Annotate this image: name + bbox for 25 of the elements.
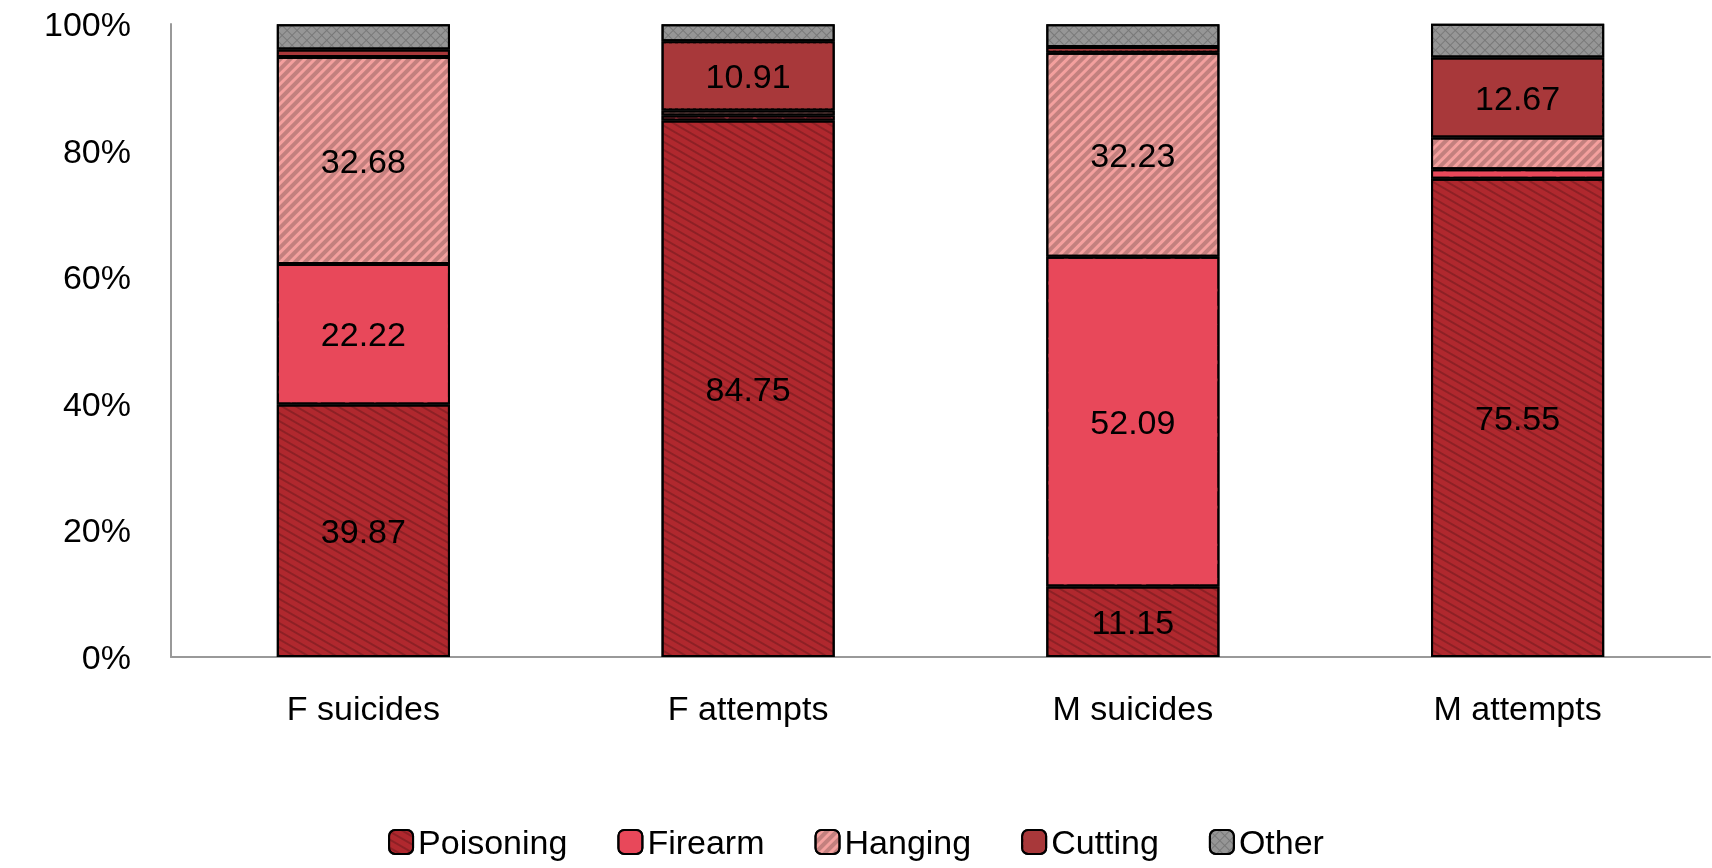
y-tick-label: 80% <box>62 131 131 170</box>
data-label: 75.55 <box>1475 398 1561 437</box>
data-label: 12.67 <box>1475 78 1561 117</box>
data-label: 84.75 <box>705 369 791 408</box>
y-tick-label: 60% <box>62 258 131 297</box>
legend-label: Firearm <box>647 823 765 861</box>
data-label: 52.09 <box>1090 402 1176 441</box>
legend-label: Hanging <box>844 823 972 861</box>
data-label: 32.68 <box>320 141 406 180</box>
legend-label: Other <box>1238 823 1324 861</box>
x-tick-label: M suicides <box>1052 689 1214 727</box>
data-label: 11.15 <box>1091 602 1175 641</box>
x-tick-label: F suicides <box>286 689 440 727</box>
y-tick-label: 100% <box>44 5 131 43</box>
y-tick-label: 20% <box>62 511 131 550</box>
y-tick-label: 40% <box>62 384 131 423</box>
y-tick-label: 0% <box>81 638 131 676</box>
x-tick-label: M attempts <box>1433 689 1602 727</box>
legend-label: Cutting <box>1051 823 1159 861</box>
data-label: 10.91 <box>705 56 791 95</box>
legend-label: Poisoning <box>418 823 568 861</box>
x-tick-label: F attempts <box>667 689 829 727</box>
data-label: 32.23 <box>1090 135 1176 174</box>
data-label: 39.87 <box>320 511 406 550</box>
data-label: 22.22 <box>320 315 406 354</box>
